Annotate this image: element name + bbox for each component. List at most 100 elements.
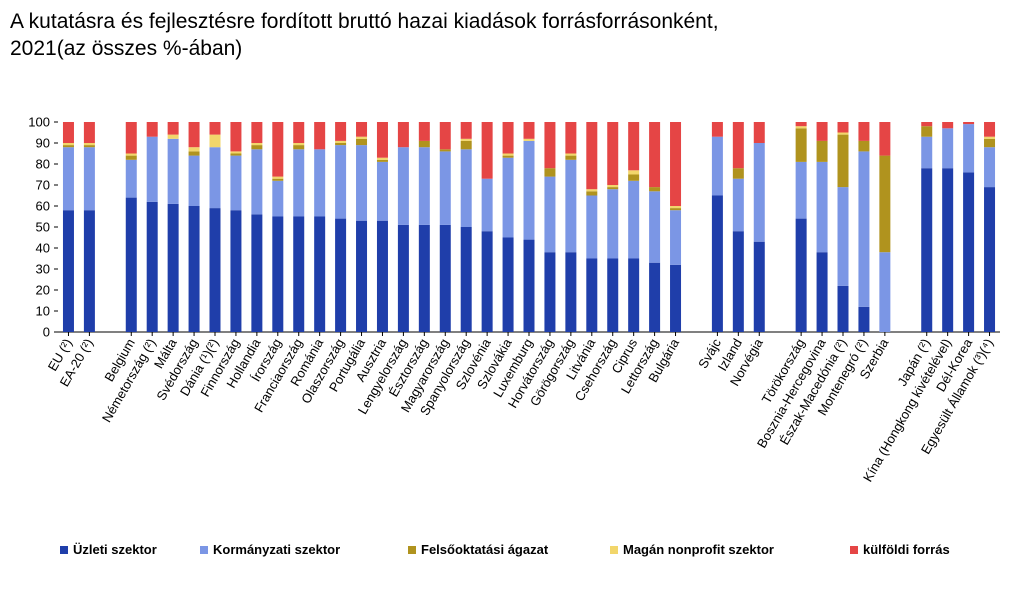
bar-segment-22-0 [523,239,535,332]
bar-segment-1-2 [83,145,95,148]
bar-segment-4-1 [146,136,158,202]
bar-segment-38-4 [858,122,870,141]
y-tick-label-4: 40 [36,241,50,256]
bar-segment-18-1 [439,151,451,225]
bar-segment-15-2 [376,159,388,162]
y-tick-label-7: 70 [36,178,50,193]
bar-segment-13-1 [335,145,347,219]
bar-segment-31-4 [711,122,723,137]
bar-segment-41-4 [921,122,933,127]
bar-segment-21-1 [502,157,514,238]
bar-segment-35-0 [795,218,807,332]
bar-segment-29-2 [670,208,682,211]
bar-segment-14-1 [356,145,368,221]
legend-item: Felsőoktatási ágazat [408,542,548,557]
bar-segment-18-2 [439,149,451,152]
bar-segment-38-2 [858,140,870,152]
bar-segment-36-2 [816,140,828,162]
bar-segment-9-4 [251,122,263,143]
bar-segment-28-4 [649,122,661,188]
bar-segment-35-1 [795,161,807,219]
bar-segment-11-2 [293,145,305,150]
bar-segment-12-0 [314,216,326,332]
bar-segment-25-2 [586,191,598,196]
bar-segment-23-2 [544,168,556,177]
bar-segment-36-4 [816,122,828,141]
bar-segment-13-3 [335,140,347,143]
bar-segment-31-0 [711,195,723,332]
bar-segment-14-4 [356,122,368,137]
bar-segment-12-4 [314,122,326,150]
bar-segment-17-0 [418,224,430,332]
legend-label: külföldi forrás [863,542,950,557]
bar-segment-24-1 [565,159,577,253]
chart-title: A kutatásra és fejlesztésre fordított br… [10,10,719,60]
bar-segment-15-3 [376,157,388,160]
bar-segment-37-3 [837,132,849,135]
bar-segment-26-0 [607,258,619,332]
bar-segment-32-0 [732,231,744,332]
bar-segment-3-3 [125,153,137,156]
bar-segment-33-4 [753,122,765,143]
bar-segment-0-1 [62,147,74,211]
bar-segment-25-4 [586,122,598,190]
bar-segment-7-0 [209,208,221,332]
bar-segment-36-0 [816,252,828,332]
bar-segment-23-0 [544,252,556,332]
bar-segment-16-0 [397,224,409,332]
bar-segment-1-4 [83,122,95,143]
legend-item: Üzleti szektor [60,542,157,557]
bar-segment-6-2 [188,151,200,156]
bar-segment-38-0 [858,306,870,332]
bar-segment-35-3 [795,126,807,129]
bar-segment-6-1 [188,155,200,206]
bar-segment-18-4 [439,122,451,150]
bar-segment-42-0 [942,168,954,332]
bar-segment-11-4 [293,122,305,143]
bar-segment-24-3 [565,153,577,156]
bar-segment-29-1 [670,210,682,265]
bar-segment-41-1 [921,136,933,169]
bar-segment-37-0 [837,285,849,332]
bar-segment-8-2 [230,153,242,156]
bar-segment-5-0 [167,203,179,332]
bar-segment-44-4 [984,122,996,137]
bar-segment-19-4 [460,122,472,139]
bar-segment-22-1 [523,140,535,240]
bar-segment-6-4 [188,122,200,148]
legend-swatch [850,545,858,554]
bar-segment-29-0 [670,264,682,332]
bar-segment-14-3 [356,136,368,139]
bar-segment-10-4 [272,122,284,177]
bar-segment-19-1 [460,149,472,227]
bar-segment-42-1 [942,128,954,169]
legend-label: Magán nonprofit szektor [623,542,774,557]
bar-segment-0-3 [62,143,74,146]
bar-segment-17-1 [418,147,430,225]
bar-segment-0-2 [62,145,74,148]
bar-segment-1-1 [83,147,95,211]
bar-segment-13-0 [335,218,347,332]
y-tick-label-10: 100 [28,115,50,130]
bar-segment-16-4 [397,122,409,148]
bar-segment-25-3 [586,189,598,192]
bar-segment-26-2 [607,187,619,190]
bar-segment-39-2 [879,155,891,253]
bar-segment-15-4 [376,122,388,158]
bar-segment-21-3 [502,153,514,156]
bar-segment-9-3 [251,143,263,146]
bar-segment-27-3 [628,170,640,175]
legend-item: külföldi forrás [850,542,950,557]
bar-segment-11-3 [293,143,305,146]
bar-segment-27-0 [628,258,640,332]
bar-segment-19-0 [460,227,472,332]
bar-segment-9-2 [251,145,263,150]
bar-segment-23-1 [544,176,556,253]
bar-segment-39-1 [879,252,891,332]
bar-segment-41-2 [921,126,933,137]
bar-segment-7-4 [209,122,221,135]
bar-segment-9-0 [251,214,263,332]
bar-segment-27-1 [628,180,640,259]
bar-segment-15-1 [376,161,388,221]
bar-segment-5-3 [167,134,179,139]
